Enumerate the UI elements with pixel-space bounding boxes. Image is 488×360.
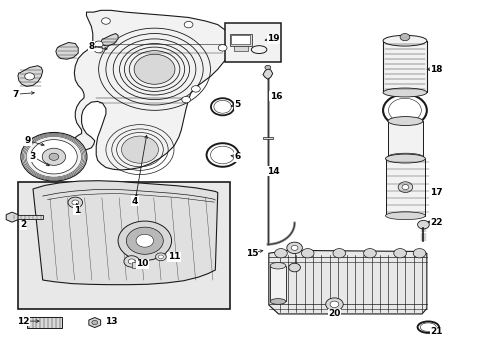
- Ellipse shape: [385, 154, 425, 163]
- Polygon shape: [263, 137, 272, 139]
- Text: 22: 22: [429, 219, 442, 228]
- Circle shape: [184, 21, 193, 28]
- Circle shape: [158, 255, 163, 258]
- Ellipse shape: [270, 262, 285, 269]
- Ellipse shape: [387, 153, 422, 160]
- Text: 18: 18: [429, 65, 442, 74]
- Polygon shape: [263, 68, 272, 79]
- Text: 20: 20: [327, 310, 340, 319]
- Circle shape: [49, 153, 59, 160]
- Circle shape: [155, 253, 166, 261]
- Text: 2: 2: [20, 220, 26, 229]
- Circle shape: [288, 263, 300, 272]
- Ellipse shape: [385, 212, 425, 220]
- Circle shape: [182, 96, 190, 103]
- Bar: [224, 23, 281, 62]
- Circle shape: [274, 249, 287, 258]
- Text: 21: 21: [429, 327, 442, 336]
- Bar: [385, 158, 425, 216]
- Circle shape: [325, 298, 343, 311]
- Bar: [131, 262, 136, 267]
- Text: 1: 1: [74, 206, 80, 215]
- Ellipse shape: [382, 35, 426, 46]
- Bar: [19, 182, 229, 309]
- Bar: [229, 33, 251, 46]
- Polygon shape: [18, 66, 42, 86]
- Text: 8: 8: [88, 41, 94, 50]
- Circle shape: [21, 132, 87, 181]
- Circle shape: [128, 259, 135, 264]
- Polygon shape: [89, 318, 101, 328]
- Text: 10: 10: [136, 260, 148, 269]
- Bar: [382, 41, 426, 93]
- Circle shape: [72, 200, 79, 205]
- Ellipse shape: [382, 88, 426, 97]
- Circle shape: [218, 45, 226, 51]
- Circle shape: [30, 140, 77, 174]
- Circle shape: [118, 221, 171, 260]
- Bar: [27, 317, 61, 328]
- Text: 14: 14: [267, 167, 280, 176]
- Circle shape: [301, 249, 313, 258]
- Bar: [230, 35, 250, 44]
- Text: 6: 6: [234, 152, 240, 161]
- Bar: [233, 46, 248, 51]
- Bar: [387, 121, 422, 157]
- Circle shape: [94, 41, 103, 48]
- Polygon shape: [6, 212, 18, 222]
- Bar: [10, 215, 43, 219]
- Circle shape: [25, 73, 34, 80]
- Circle shape: [286, 242, 302, 253]
- Text: 17: 17: [429, 188, 442, 197]
- Text: 13: 13: [104, 316, 117, 325]
- Text: 12: 12: [17, 316, 29, 325]
- Circle shape: [121, 136, 158, 163]
- Circle shape: [393, 249, 406, 258]
- Polygon shape: [33, 181, 217, 285]
- Circle shape: [94, 46, 103, 53]
- Circle shape: [123, 256, 139, 267]
- Circle shape: [290, 246, 297, 250]
- Circle shape: [332, 249, 345, 258]
- Text: 5: 5: [234, 100, 240, 109]
- Circle shape: [68, 197, 82, 208]
- Text: 7: 7: [13, 90, 19, 99]
- Circle shape: [136, 234, 153, 247]
- Circle shape: [401, 185, 408, 190]
- Polygon shape: [56, 42, 78, 59]
- Circle shape: [412, 249, 425, 258]
- Circle shape: [102, 18, 110, 24]
- Circle shape: [329, 301, 338, 307]
- Circle shape: [399, 33, 409, 41]
- Text: 9: 9: [25, 136, 31, 145]
- Circle shape: [126, 227, 163, 254]
- Circle shape: [191, 86, 200, 92]
- Ellipse shape: [270, 298, 285, 304]
- Circle shape: [363, 249, 375, 258]
- Text: 3: 3: [30, 152, 36, 161]
- Circle shape: [264, 65, 270, 69]
- Ellipse shape: [387, 117, 422, 126]
- Polygon shape: [268, 250, 426, 314]
- Bar: [270, 266, 285, 301]
- Circle shape: [397, 182, 412, 193]
- Text: 11: 11: [167, 252, 180, 261]
- Polygon shape: [72, 10, 229, 170]
- Circle shape: [134, 54, 175, 84]
- Circle shape: [417, 220, 428, 229]
- Text: 16: 16: [269, 91, 282, 100]
- Polygon shape: [101, 33, 118, 46]
- Circle shape: [92, 320, 98, 325]
- Circle shape: [42, 148, 65, 165]
- Text: 4: 4: [132, 197, 138, 206]
- Text: 19: 19: [267, 35, 280, 44]
- Text: 15: 15: [245, 249, 258, 258]
